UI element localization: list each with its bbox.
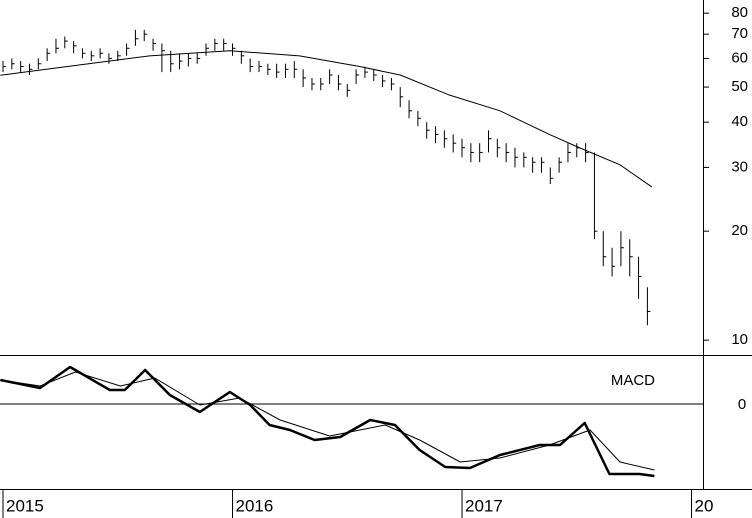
x-tick-label: 20 (695, 496, 714, 515)
panel-label: MACD (611, 372, 655, 389)
y-tick-label: 80 (731, 4, 748, 21)
moving-average-line (0, 50, 653, 188)
y-tick-label: 50 (731, 78, 748, 95)
y-tick-label: 20 (731, 222, 748, 239)
y-tick-label: 70 (731, 25, 748, 42)
y-tick-label: 10 (731, 331, 748, 348)
signal-line (0, 371, 655, 471)
y-tick-label: 40 (731, 113, 748, 130)
x-tick-label: 2016 (236, 496, 274, 515)
macd-line (0, 365, 655, 478)
y-tick-label: 0 (738, 396, 746, 413)
x-tick-label: 2015 (6, 496, 44, 515)
x-tick-label: 2017 (465, 496, 503, 515)
y-tick-label: 60 (731, 49, 748, 66)
y-tick-label: 30 (731, 158, 748, 175)
